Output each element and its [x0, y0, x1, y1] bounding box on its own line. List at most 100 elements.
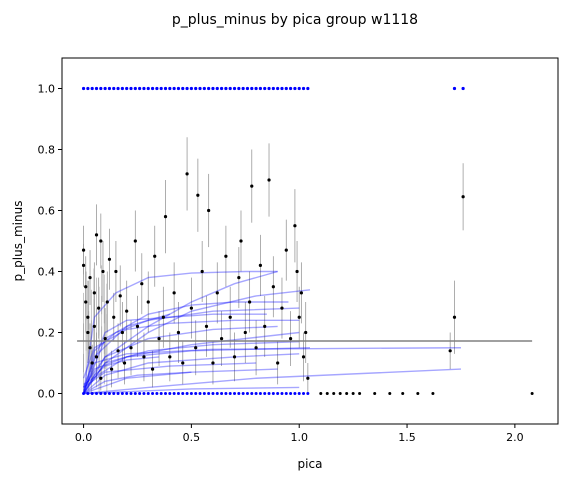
- data-point: [168, 392, 172, 395]
- data-point: [114, 269, 118, 274]
- data-point: [267, 86, 271, 91]
- data-point: [351, 392, 355, 395]
- data-point: [107, 257, 112, 261]
- x-axis: 0.0 0.5 1.0 1.5 2.0: [75, 424, 524, 444]
- data-point: [194, 392, 198, 395]
- data-point: [94, 233, 99, 237]
- data-point: [86, 86, 90, 91]
- data-point: [345, 392, 349, 395]
- data-point: [319, 392, 323, 395]
- data-point: [271, 392, 275, 395]
- data-point: [284, 248, 288, 252]
- data-point: [452, 315, 457, 319]
- data-point: [155, 392, 159, 395]
- data-point: [133, 392, 137, 395]
- data-point: [243, 330, 247, 335]
- data-point: [280, 306, 284, 310]
- data-point: [530, 392, 534, 395]
- data-point: [237, 392, 241, 395]
- data-point: [271, 86, 275, 91]
- data-point: [284, 392, 288, 395]
- data-point: [232, 86, 237, 91]
- data-point: [125, 309, 129, 313]
- data-point: [146, 392, 150, 395]
- data-point: [263, 392, 267, 395]
- data-point: [232, 355, 237, 359]
- data-point: [176, 86, 181, 91]
- data-point: [302, 392, 306, 395]
- data-point: [81, 263, 86, 267]
- fit-line: [82, 347, 461, 394]
- data-point: [306, 392, 310, 395]
- data-point: [198, 392, 202, 395]
- data-point: [207, 208, 211, 213]
- x-tick-label: 0.5: [183, 431, 201, 444]
- data-point: [135, 324, 140, 328]
- data-point: [103, 392, 107, 395]
- data-point: [86, 392, 90, 395]
- fit-line: [82, 356, 160, 394]
- data-point: [194, 86, 198, 91]
- data-point: [198, 86, 202, 91]
- x-tick-label: 2.0: [506, 431, 524, 444]
- data-point: [81, 86, 86, 91]
- data-point: [86, 330, 90, 335]
- data-point: [293, 392, 297, 395]
- data-point: [107, 392, 111, 395]
- fit-line: [82, 307, 300, 394]
- data-point: [250, 86, 254, 91]
- data-point: [288, 86, 293, 91]
- data-point: [120, 86, 124, 91]
- data-point: [358, 392, 362, 395]
- data-point: [94, 355, 99, 359]
- data-point: [138, 86, 142, 91]
- data-point: [245, 86, 250, 91]
- data-point: [263, 86, 267, 91]
- data-point: [161, 315, 165, 319]
- data-point: [301, 355, 306, 359]
- y-axis-label: p_plus_minus: [11, 201, 25, 282]
- fit-line: [82, 340, 300, 394]
- data-point: [241, 86, 245, 91]
- data-point: [258, 263, 262, 267]
- fit-line: [82, 270, 278, 388]
- data-point: [92, 324, 96, 328]
- data-point: [105, 300, 109, 304]
- data-point: [263, 324, 267, 328]
- data-point: [185, 392, 189, 395]
- x-axis-label: pica: [298, 457, 323, 471]
- x-tick-label: 1.5: [398, 431, 416, 444]
- data-point: [142, 392, 146, 395]
- data-point: [88, 346, 92, 350]
- data-point: [112, 315, 116, 319]
- data-point: [129, 392, 133, 395]
- data-point: [211, 361, 215, 365]
- data-point: [254, 346, 258, 350]
- data-point: [112, 392, 116, 395]
- data-point: [254, 392, 258, 395]
- data-point: [276, 392, 280, 395]
- data-point: [215, 392, 219, 395]
- data-point: [401, 392, 405, 395]
- data-point: [181, 392, 185, 395]
- data-point: [185, 172, 189, 176]
- fit-line: [82, 289, 311, 394]
- data-point: [103, 86, 107, 91]
- data-point: [241, 392, 245, 395]
- data-point: [90, 392, 94, 395]
- data-point: [289, 392, 293, 395]
- data-point: [196, 193, 200, 197]
- data-point: [140, 282, 144, 286]
- data-point: [189, 306, 193, 310]
- data-point: [176, 392, 180, 395]
- data-point: [280, 86, 284, 91]
- y-tick-label: 0.8: [38, 144, 56, 157]
- data-point: [95, 392, 99, 395]
- data-point: [202, 392, 206, 395]
- data-point: [88, 276, 92, 280]
- fit-line: [83, 368, 278, 395]
- data-point: [125, 392, 129, 395]
- data-point: [157, 337, 161, 341]
- data-point: [332, 392, 336, 395]
- data-point: [159, 392, 163, 395]
